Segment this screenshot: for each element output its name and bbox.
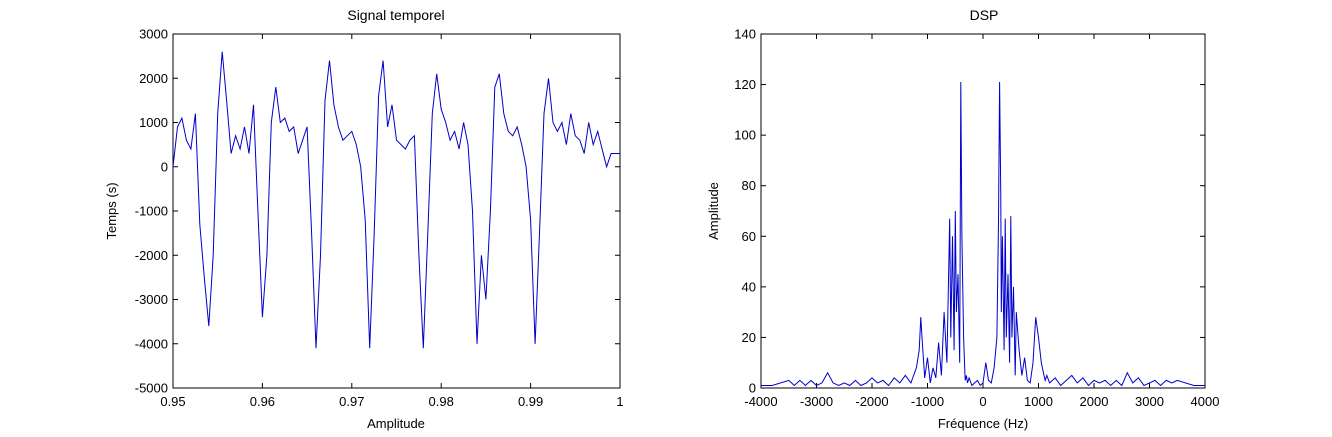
- right-x-tick-label: 1000: [1024, 394, 1053, 409]
- right-dsp-line: [761, 81, 1205, 387]
- left-y-tick-label: -2000: [135, 248, 168, 263]
- right-y-tick-label: 140: [734, 27, 756, 42]
- right-x-tick-label: 3000: [1135, 394, 1164, 409]
- right-y-tick-label: 120: [734, 77, 756, 92]
- right-y-tick-label: 0: [749, 381, 756, 396]
- left-y-tick-label: -5000: [135, 381, 168, 396]
- left-x-tick-label: 0.99: [518, 394, 543, 409]
- left-x-tick-label: 0.97: [339, 394, 364, 409]
- left-y-tick-label: -1000: [135, 204, 168, 219]
- left-x-tick-label: 1: [616, 394, 623, 409]
- right-y-ticks: 140 120 100 80 60 40 20 0: [734, 27, 1205, 396]
- right-plot-area: [760, 33, 1206, 389]
- left-x-tick-label: 0.98: [429, 394, 454, 409]
- right-y-tick-label: 80: [742, 178, 756, 193]
- left-y-tick-label: -3000: [135, 292, 168, 307]
- left-x-axis-label: Amplitude: [367, 416, 425, 431]
- left-y-tick-label: 1000: [139, 115, 168, 130]
- right-x-tick-label: 4000: [1191, 394, 1220, 409]
- right-y-tick-label: 60: [742, 229, 756, 244]
- right-chart: DSP 140 120 100 80 60 40 20 0 -4000 -3000 -2000 -1…: [706, 7, 1219, 431]
- right-x-tick-label: -4000: [744, 394, 777, 409]
- left-y-axis-label: Temps (s): [104, 182, 119, 239]
- left-y-tick-label: 0: [161, 159, 168, 174]
- right-y-tick-label: 100: [734, 128, 756, 143]
- right-x-ticks: -4000 -3000 -2000 -1000 0 1000 2000 3000 4000: [744, 34, 1219, 409]
- right-x-tick-label: -2000: [855, 394, 888, 409]
- right-chart-title: DSP: [970, 7, 999, 23]
- left-y-tick-label: 3000: [139, 27, 168, 42]
- left-x-ticks: 0.95 0.96 0.97 0.98 0.99 1: [160, 34, 624, 409]
- left-y-tick-label: 2000: [139, 71, 168, 86]
- left-chart-title: Signal temporel: [347, 7, 444, 23]
- right-y-tick-label: 40: [742, 279, 756, 294]
- right-x-tick-label: -1000: [911, 394, 944, 409]
- left-y-ticks: 3000 2000 1000 0 -1000 -2000 -3000 -4000 -5000: [135, 27, 620, 396]
- left-signal-line: [172, 51, 620, 349]
- right-y-tick-label: 20: [742, 330, 756, 345]
- right-x-axis-label: Fréquence (Hz): [938, 416, 1028, 431]
- left-y-tick-label: -4000: [135, 336, 168, 351]
- right-x-tick-label: 0: [979, 394, 986, 409]
- left-x-tick-label: 0.96: [250, 394, 275, 409]
- right-x-tick-label: 2000: [1080, 394, 1109, 409]
- left-plot-area: [172, 33, 621, 389]
- left-chart: Signal temporel 3000 2000 1000 0 -1000 -2000 -…: [104, 7, 624, 431]
- left-x-tick-label: 0.95: [160, 394, 185, 409]
- right-y-axis-label: Amplitude: [706, 182, 721, 240]
- right-x-tick-label: -3000: [800, 394, 833, 409]
